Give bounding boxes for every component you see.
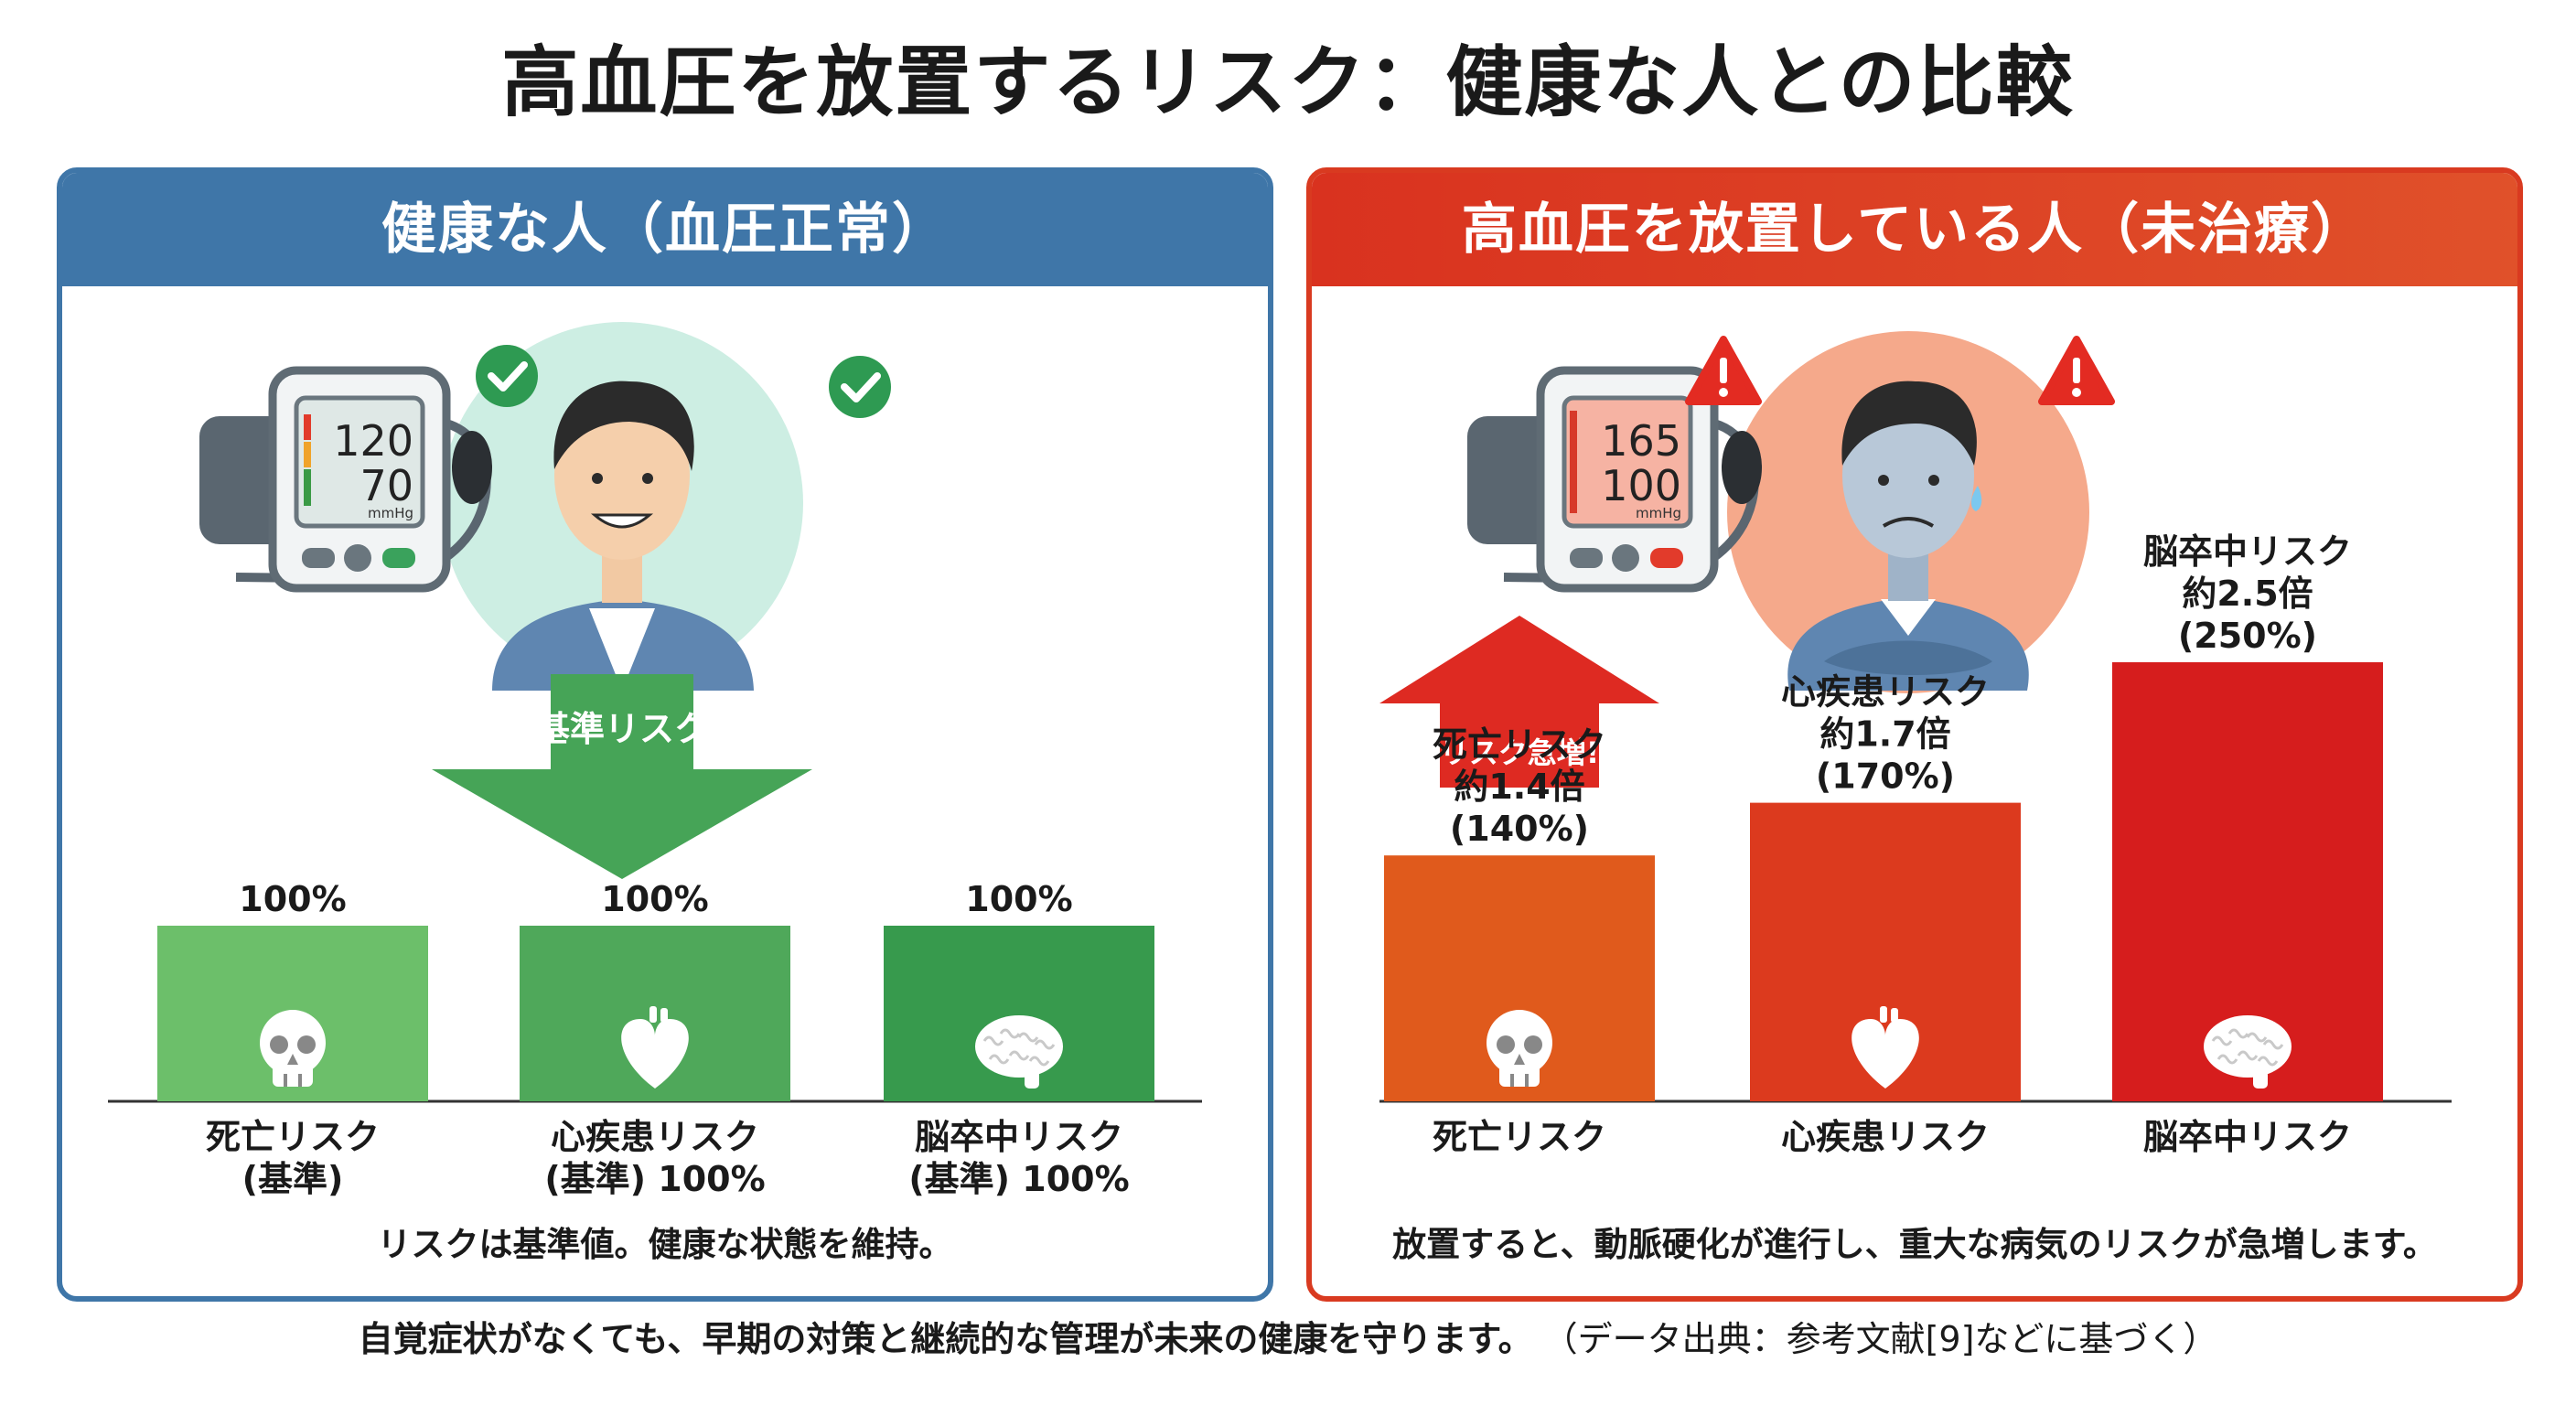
category-label: (基準) 100% xyxy=(908,1159,1129,1199)
warning-icon xyxy=(2038,336,2115,405)
footnote-source: （データ出典：参考文献[9]などに基づく） xyxy=(1560,1319,2218,1359)
bar-value-label: 脳卒中リスク xyxy=(2143,531,2352,572)
category-label: 心疾患リスク xyxy=(551,1117,759,1157)
untreated-panel-heading: 高血圧を放置している人（未治療） xyxy=(1312,173,2517,286)
bar-value-label: (170%) xyxy=(1816,756,1955,797)
check-icon xyxy=(829,356,891,418)
category-label: 死亡リスク xyxy=(206,1117,380,1157)
blood-pressure-monitor-icon xyxy=(199,366,492,593)
healthy-risk-chart: 100%死亡リスク(基準)100%心疾患リスク(基準) 100%100%脳卒中リ… xyxy=(108,879,1202,1199)
bar-value-label: 約1.4倍 xyxy=(1454,767,1584,807)
category-label: 脳卒中リスク xyxy=(915,1117,1123,1157)
category-label: (基準) xyxy=(242,1159,344,1199)
category-label: 脳卒中リスク xyxy=(2143,1117,2352,1157)
bar-value-label: (140%) xyxy=(1450,809,1589,849)
bar-value-label: (250%) xyxy=(2178,616,2317,656)
healthy-caption: リスクは基準値。健康な状態を維持。 xyxy=(378,1225,953,1264)
untreated-risk-chart: 死亡リスク約1.4倍(140%)死亡リスク心疾患リスク約1.7倍(170%)心疾… xyxy=(1379,531,2452,1157)
worried-person-icon xyxy=(1787,381,2029,691)
risk-surge-arrow-icon xyxy=(1379,616,1659,788)
bar-value-label: 100% xyxy=(601,879,708,919)
risk-surge-arrow-label: リスク急増! xyxy=(1440,735,1600,770)
bar-value-label: 約1.7倍 xyxy=(1819,714,1950,755)
monitor-diastolic: 70 xyxy=(360,461,413,510)
category-label: 心疾患リスク xyxy=(1781,1117,1990,1157)
monitor-diastolic: 100 xyxy=(1601,461,1681,510)
monitor-unit: mmHg xyxy=(1636,505,1681,521)
category-label: 死亡リスク xyxy=(1433,1117,1606,1157)
skull-icon xyxy=(1487,1010,1552,1087)
footnote-main: 自覚症状がなくても、早期の対策と継続的な管理が未来の健康を守ります。 xyxy=(358,1319,1533,1359)
healthy-panel: 健康な人（血圧正常） 120 70 mmHg xyxy=(57,167,1273,1302)
category-label: (基準) 100% xyxy=(544,1159,765,1199)
brain-icon xyxy=(2204,1015,2292,1089)
baseline-arrow-icon xyxy=(432,674,812,879)
healthy-person-icon xyxy=(492,381,754,691)
skull-icon xyxy=(260,1010,326,1087)
monitor-unit: mmHg xyxy=(368,505,413,521)
warning-icon xyxy=(1685,336,1762,405)
monitor-systolic: 120 xyxy=(333,416,413,466)
untreated-panel: 高血圧を放置している人（未治療） 165 100 mmHg xyxy=(1306,167,2523,1302)
heart-icon xyxy=(621,1006,689,1089)
monitor-systolic: 165 xyxy=(1601,416,1681,466)
brain-icon xyxy=(975,1015,1063,1089)
check-icon xyxy=(476,345,538,407)
baseline-arrow-label: 基準リスク xyxy=(535,709,709,749)
bar-value-label: 100% xyxy=(239,879,346,919)
bar-value-label: 約2.5倍 xyxy=(2182,574,2313,614)
heart-icon xyxy=(1852,1006,1919,1089)
page-title: 高血圧を放置するリスク：健康な人との比較 xyxy=(501,38,2075,127)
bar-value-label: 100% xyxy=(965,879,1072,919)
bar-value-label: 心疾患リスク xyxy=(1781,672,1990,713)
untreated-caption: 放置すると、動脈硬化が進行し、重大な病気のリスクが急増します。 xyxy=(1392,1225,2437,1264)
blood-pressure-monitor-icon xyxy=(1467,366,1762,593)
healthy-illustration: 120 70 mmHg 基準リスク 100%死亡リスク(基準)10 xyxy=(108,322,1202,1264)
bar-value-label: 死亡リスク xyxy=(1433,724,1606,765)
footnote: 自覚症状がなくても、早期の対策と継続的な管理が未来の健康を守ります。 （データ出典… xyxy=(0,1312,2576,1367)
untreated-illustration: 165 100 mmHg リ xyxy=(1379,331,2452,1264)
healthy-panel-heading: 健康な人（血圧正常） xyxy=(62,173,1268,286)
